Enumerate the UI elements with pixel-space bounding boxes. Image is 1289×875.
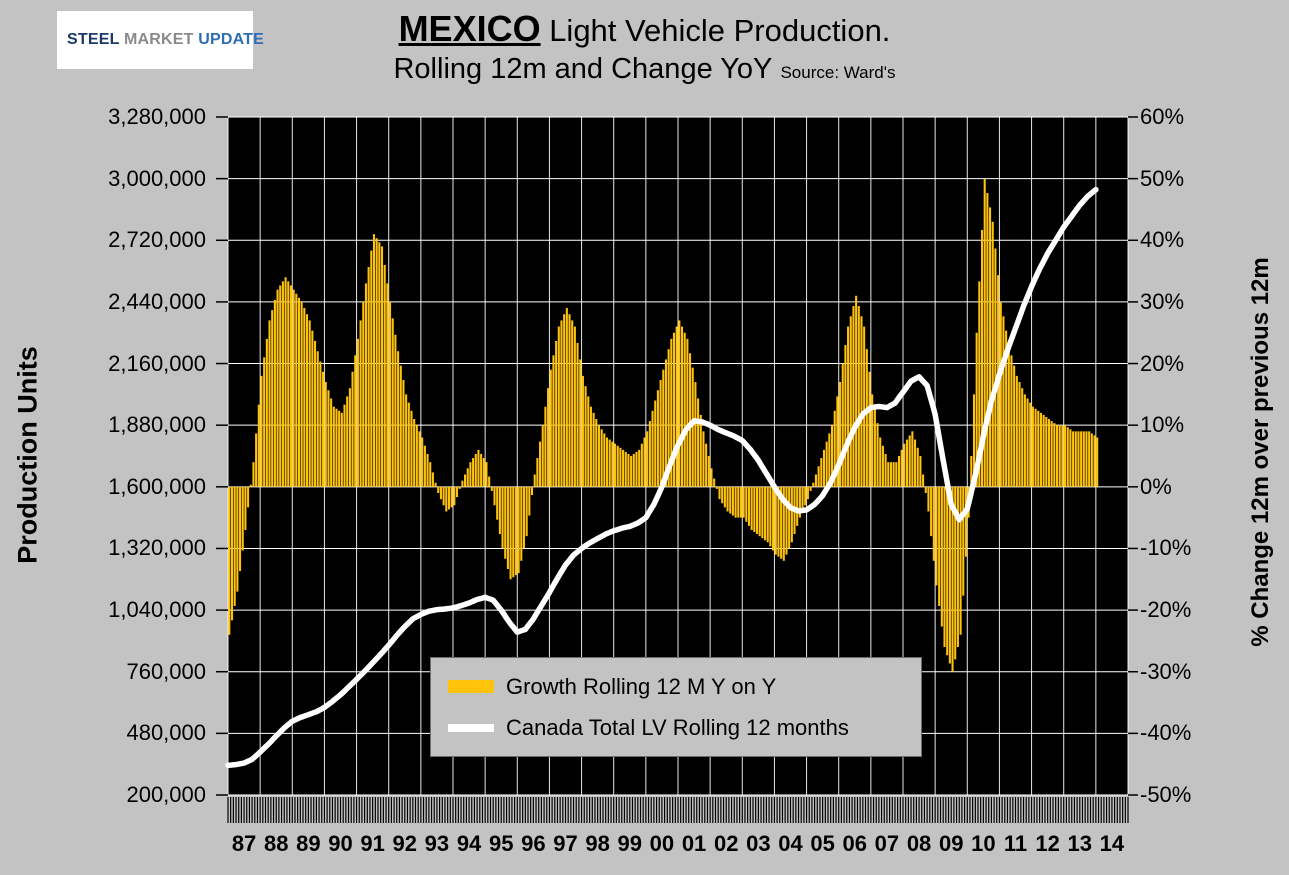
right-axis-ticks [1128,116,1138,796]
legend: Growth Rolling 12 M Y on Y Canada Total … [430,657,922,757]
title-source: Source: Ward's [780,63,896,82]
chart-title-line2: Rolling 12m and Change YoY Source: Ward'… [0,51,1289,87]
left-axis-title: Production Units [12,346,43,564]
right-axis-title: % Change 12m over previous 12m [1247,257,1274,647]
bars-series-growth [228,178,1099,672]
logo-word-market: MARKET [123,31,194,48]
chart-title-line1: MEXICO Light Vehicle Production. [0,6,1289,51]
line-series-production [225,186,1099,769]
legend-line-label: Canada Total LV Rolling 12 months [506,714,849,740]
logo-word-update: UPDATE [198,31,265,48]
title-subtitle: Rolling 12m and Change YoY [393,53,773,85]
legend-bar-label: Growth Rolling 12 M Y on Y [506,673,777,699]
title-rest: Light Vehicle Production. [540,13,891,48]
x-axis-month-ticks [227,797,1129,823]
steel-market-update-logo: STEEL MARKET UPDATE [57,11,264,69]
logo-word-steel: STEEL [67,31,120,48]
legend-item-growth: Growth Rolling 12 M Y on Y [448,674,921,700]
legend-bar-swatch [448,680,494,693]
left-axis-ticks [216,116,228,796]
chart-title: MEXICO Light Vehicle Production. Rolling… [0,6,1289,87]
legend-line-swatch [448,723,494,732]
legend-item-line: Canada Total LV Rolling 12 months [448,715,921,741]
title-country: MEXICO [398,8,541,49]
